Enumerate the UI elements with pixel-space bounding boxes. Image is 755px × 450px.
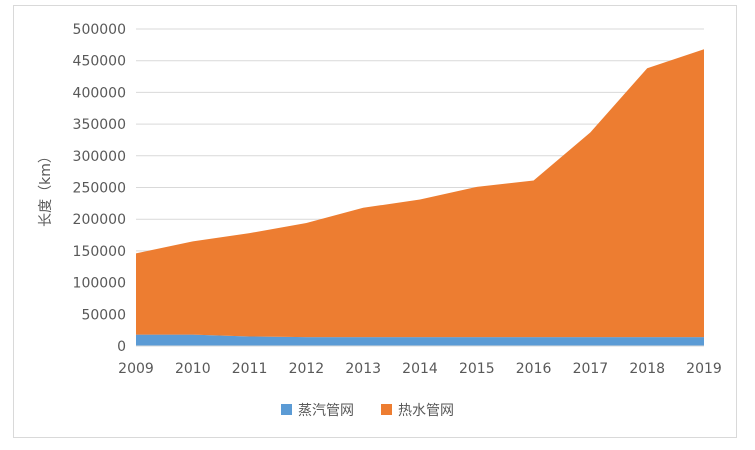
area-series-2 (136, 49, 704, 338)
x-tick-label: 2009 (118, 361, 154, 377)
legend: 蒸汽管网 热水管网 (281, 403, 454, 419)
y-tick-label: 200000 (73, 212, 126, 228)
x-tick-label: 2018 (629, 361, 665, 377)
x-tick-label: 2010 (175, 361, 211, 377)
y-tick-label: 350000 (73, 117, 126, 133)
legend-label-2: 热水管网 (398, 403, 454, 419)
y-tick-label: 150000 (73, 244, 126, 260)
y-tick-label: 50000 (81, 307, 126, 323)
legend-swatch-2 (381, 404, 392, 415)
x-tick-label: 2012 (289, 361, 325, 377)
legend-label-1: 蒸汽管网 (298, 403, 354, 419)
x-tick-label: 2013 (345, 361, 381, 377)
y-tick-label: 300000 (73, 149, 126, 165)
x-tick-label: 2016 (516, 361, 552, 377)
x-tick-label: 2015 (459, 361, 495, 377)
y-tick-label: 500000 (73, 22, 126, 38)
y-tick-label: 100000 (73, 276, 126, 292)
y-axis-title: 长度（km） (38, 149, 54, 227)
x-tick-label: 2014 (402, 361, 438, 377)
y-tick-label: 0 (117, 339, 126, 355)
x-tick-label: 2011 (232, 361, 268, 377)
legend-swatch-1 (281, 404, 292, 415)
x-tick-label: 2019 (686, 361, 722, 377)
plot-areas (136, 49, 704, 346)
axes: 0 50000 100000 150000 200000 250000 300000 3500… (73, 22, 722, 377)
y-tick-label: 250000 (73, 181, 126, 197)
y-tick-label: 450000 (73, 54, 126, 70)
x-tick-label: 2017 (573, 361, 609, 377)
area-series-1 (136, 334, 704, 346)
y-tick-label: 400000 (73, 85, 126, 101)
